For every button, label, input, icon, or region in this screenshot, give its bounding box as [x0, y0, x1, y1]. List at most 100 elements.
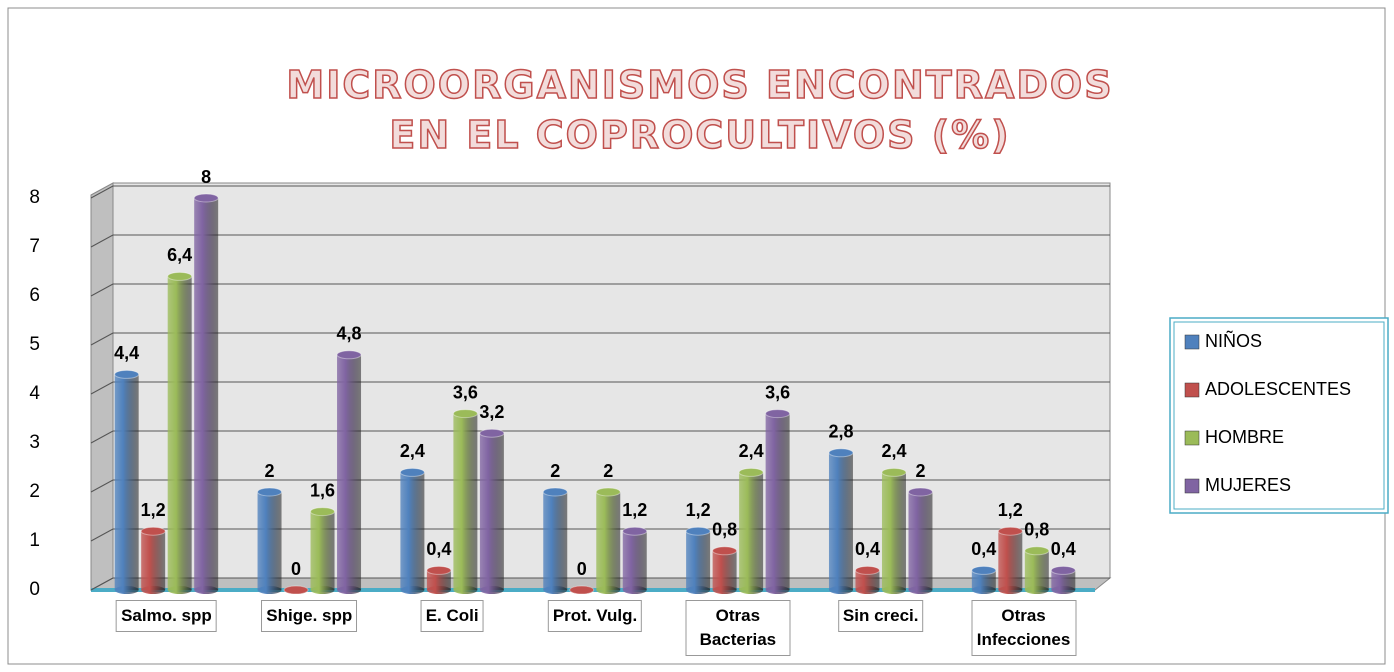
bar-base [739, 586, 764, 594]
data-label: 0,8 [712, 520, 737, 540]
data-label: 3,6 [765, 382, 790, 402]
bar-base [194, 586, 219, 594]
bar-base [855, 586, 880, 594]
data-label: 3,6 [453, 382, 478, 402]
y-tick-label: 1 [29, 530, 40, 551]
data-label: 4,4 [114, 343, 139, 363]
data-label: 0,4 [1051, 539, 1076, 559]
grid-line [90, 283, 114, 297]
bar-top [310, 507, 336, 517]
bar-base [257, 586, 282, 594]
data-label: 1,2 [622, 500, 647, 520]
grid-line [90, 430, 114, 444]
legend-label: HOMBRE [1205, 427, 1284, 447]
side-wall [90, 182, 114, 591]
bar-base [141, 586, 166, 594]
bar-top [569, 585, 595, 595]
bar-base [1051, 586, 1076, 594]
x-tick-label: Otras Bacterias [685, 600, 791, 656]
bar-top [399, 467, 425, 477]
bar-top [257, 487, 283, 497]
bar [257, 492, 282, 590]
grid-line [90, 479, 114, 493]
legend-box [1169, 317, 1389, 514]
grid-line [90, 185, 114, 199]
data-label: 2 [603, 461, 613, 481]
bar-top [765, 409, 791, 419]
bar-base [908, 586, 933, 594]
data-label: 2,4 [739, 441, 764, 461]
bar-top [283, 585, 309, 595]
bar-top [114, 369, 140, 379]
x-tick-label: E. Coli [420, 600, 484, 632]
data-label: 8 [201, 167, 211, 187]
bar-base [114, 586, 139, 594]
bar-base [1024, 586, 1049, 594]
bar-base [543, 586, 568, 594]
bar-base [998, 586, 1023, 594]
bar [855, 570, 880, 590]
bar-top [881, 467, 907, 477]
bar-top [426, 565, 452, 575]
bar-base [337, 586, 362, 594]
bar-top [997, 526, 1023, 536]
legend-swatch [1184, 430, 1200, 446]
bar-base [881, 586, 906, 594]
data-label: 2,4 [400, 441, 425, 461]
bar [596, 492, 621, 590]
legend-swatch [1184, 334, 1200, 350]
bar-base [828, 586, 853, 594]
bar [998, 531, 1023, 590]
data-label: 0,8 [1024, 520, 1049, 540]
bar-base [400, 586, 425, 594]
bar [908, 492, 933, 590]
bar-top [595, 487, 621, 497]
bar [1051, 570, 1076, 590]
data-label: 4,8 [337, 324, 362, 344]
data-label: 2 [915, 461, 925, 481]
legend-swatch [1184, 382, 1200, 398]
data-label: 0 [577, 559, 587, 579]
bar-base [426, 586, 451, 594]
x-tick-label: Shige. spp [261, 600, 358, 632]
bar [310, 511, 335, 590]
bar [194, 198, 219, 590]
bar [453, 413, 478, 590]
y-tick-label: 0 [29, 579, 40, 600]
bar [400, 472, 425, 590]
x-tick-label: Sin creci. [837, 600, 924, 632]
grid-line [90, 332, 114, 346]
bar-base [310, 586, 335, 594]
bar [1024, 550, 1049, 590]
data-label: 2 [550, 461, 560, 481]
bar-top [1024, 546, 1050, 556]
bar-base [453, 586, 478, 594]
bar-top [452, 409, 478, 419]
legend-label: MUJERES [1205, 475, 1291, 495]
bar-top [971, 565, 997, 575]
bar-base [712, 586, 737, 594]
grid-line [90, 381, 114, 395]
data-label: 0,4 [855, 539, 880, 559]
legend-label: NIÑOS [1205, 330, 1262, 351]
bar-base [765, 586, 790, 594]
bar [881, 472, 906, 590]
bar-top [828, 448, 854, 458]
bar-top [542, 487, 568, 497]
data-label: 1,2 [998, 500, 1023, 520]
y-tick-label: 2 [29, 481, 40, 502]
bar-base [596, 586, 621, 594]
bar [479, 433, 504, 590]
bar-base [622, 586, 647, 594]
legend-box-inner [1173, 321, 1385, 510]
bar [686, 531, 711, 590]
bar-top [479, 428, 505, 438]
chart-title: MICROORGANISMOS ENCONTRADOS EN EL COPROC… [286, 62, 1114, 158]
legend-label: ADOLESCENTES [1205, 379, 1351, 399]
bar [426, 570, 451, 590]
data-label: 1,6 [310, 480, 335, 500]
y-tick-label: 5 [29, 334, 40, 355]
bar-top [336, 350, 362, 360]
bar [141, 531, 166, 590]
